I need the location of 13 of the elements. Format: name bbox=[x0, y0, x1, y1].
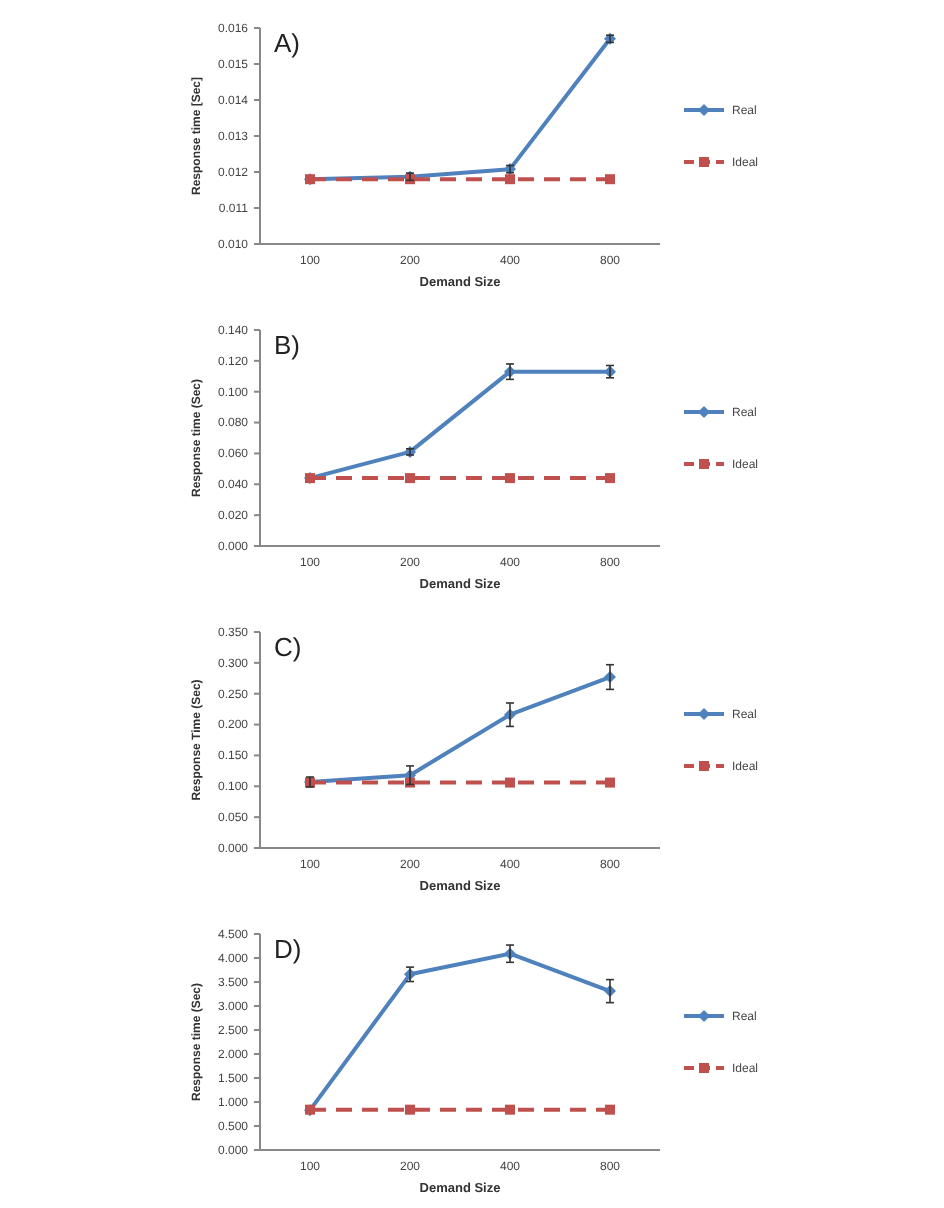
point bbox=[505, 473, 515, 484]
point bbox=[405, 473, 415, 484]
chart-title: C) bbox=[274, 632, 302, 662]
point bbox=[605, 473, 615, 484]
point bbox=[505, 1104, 515, 1115]
point bbox=[605, 1104, 615, 1115]
chart-title: D) bbox=[274, 934, 302, 964]
point bbox=[405, 1104, 415, 1115]
chart-title: A) bbox=[274, 28, 300, 58]
point bbox=[605, 777, 615, 788]
chart-title: B) bbox=[274, 330, 300, 360]
point bbox=[605, 174, 615, 185]
point bbox=[505, 777, 515, 788]
